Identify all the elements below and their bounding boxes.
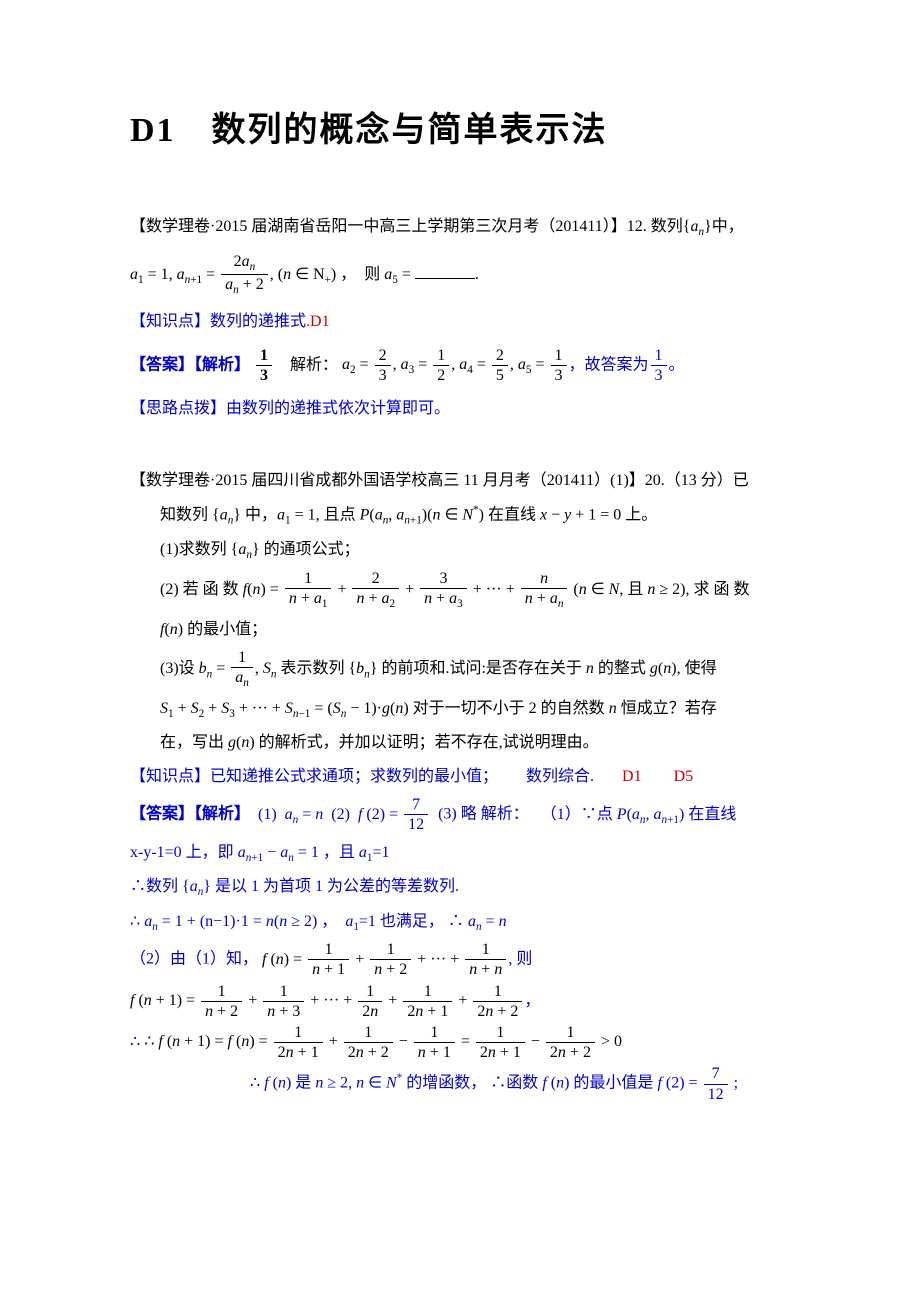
p2-ans-1: (1) an = n xyxy=(258,806,323,823)
p1-source-suffix: 中， xyxy=(712,218,744,235)
p1-hint: 【思路点拨】由数列的递推式依次计算即可。 xyxy=(130,393,800,425)
p2-sol-label: 解析： xyxy=(481,806,529,823)
p1-sol-tail-text: ，故答案为 xyxy=(569,356,649,373)
p2-knowledge-text: 已知递推公式求通项；求数列的最小值； xyxy=(210,768,498,785)
p2-knowledge: 【知识点】已知递推公式求通项；求数列的最小值； 数列综合. D1 D5 xyxy=(130,761,800,793)
p1-hint-text: 由数列的递推式依次计算即可。 xyxy=(226,400,450,417)
p2-source: 【数学理卷·2015 届四川省成都外国语学校高三 11 月月考（201411）(… xyxy=(130,465,800,497)
p1-formula: a1 = 1, an+1 = 2anan + 2, (n ∈ N+) ， 则 a… xyxy=(130,252,800,298)
p2-sol-2-line4: ∴ f (n) 是 n ≥ 2, n ∈ N* 的增函数， ∴函数 f (n) … xyxy=(130,1064,800,1103)
p1-knowledge-text: 数列的递推式 xyxy=(210,313,306,330)
p2-q2-line1: (2) 若 函 数 f(n) = 1n + a1 + 2n + a2 + 3n … xyxy=(130,569,800,612)
p2-sol-2-line1-formula: f (n) = 1n + 1 + 1n + 2 + ··· + 1n + n xyxy=(262,951,508,968)
p2-sol-2-line1-prefix: （2）由（1）知， xyxy=(130,951,258,968)
p2-sol-1-line4: ∴ an = 1 + (n−1)·1 = n(n ≥ 2) ， a1=1 也满足… xyxy=(130,906,800,939)
p2-answer: 【答案】【解析】 (1) an = n (2) f (2) = 712 (3) … xyxy=(130,795,800,834)
p1-sol-chain: a2 = 23, a3 = 12, a4 = 25, a5 = 13 xyxy=(342,356,569,373)
p1-sol-tail-frac: 13 xyxy=(649,356,669,373)
p1-source: 【数学理卷·2015 届湖南省岳阳一中高三上学期第三次月考（201411）】12… xyxy=(130,211,800,244)
p1-knowledge-label: 【知识点】 xyxy=(130,313,210,330)
p2-sol-1-line2: x-y-1=0 上，即 an+1 − an = 1 ，且 a1=1 xyxy=(130,837,800,870)
p2-sol-2-line2: f (n + 1) = 1n + 2 + 1n + 3 + ··· + 12n … xyxy=(130,982,800,1021)
p1-ans-value: 13 xyxy=(254,356,274,373)
p1-knowledge-code: .D1 xyxy=(306,313,330,330)
p1-knowledge: 【知识点】数列的递推式.D1 xyxy=(130,306,800,338)
p1-source-prefix: 【数学理卷·2015 届湖南省岳阳一中高三上学期第三次月考（201411）】12… xyxy=(130,218,683,235)
p2-sol-2-line1-tail: , 则 xyxy=(508,951,532,968)
p2-q1: (1)求数列 {an} 的通项公式； xyxy=(130,534,800,567)
p2-ans-2: (2) f (2) = 712 xyxy=(331,806,430,823)
p2-q3-line3: 在，写出 g(n) 的解析式，并加以证明；若不存在,试说明理由。 xyxy=(130,727,800,759)
p2-q3-line2: S1 + S2 + S3 + ··· + Sn−1 = (Sn − 1)·g(n… xyxy=(130,693,800,726)
p2-sol-2-line3-formula: ∴ f (n + 1) = f (n) = 12n + 1 + 12n + 2 … xyxy=(144,1033,622,1050)
p1-answer: 【答案】【解析】 13 解析： a2 = 23, a3 = 12, a4 = 2… xyxy=(130,346,800,385)
p2-given1: 知数列 {an} 中，a1 = 1, 且点 P(an, an+1)(n ∈ N*… xyxy=(130,499,800,532)
p2-knowledge-codes: D1 D5 xyxy=(622,768,693,785)
p2-q2-line2: f(n) 的最小值； xyxy=(130,614,800,646)
p1-ans-label: 【答案】【解析】 xyxy=(130,356,250,373)
p2-q3-line1: (3)设 bn = 1an, Sn 表示数列 {bn} 的前项和.试问:是否存在… xyxy=(130,648,800,691)
p1-sol-label: 解析： xyxy=(290,356,338,373)
p2-ans-label: 【答案】【解析】 xyxy=(130,806,250,823)
section-title: D1 数列的概念与简单表示法 xyxy=(130,100,800,161)
p2-sol-2-line2-formula: f (n + 1) = 1n + 2 + 1n + 3 + ··· + 12n … xyxy=(130,992,524,1009)
p2-sol-1-head: （1）∵点 P(an, an+1) 在直线 xyxy=(541,806,737,823)
p2-sol-2-line1: （2）由（1）知， f (n) = 1n + 1 + 1n + 2 + ··· … xyxy=(130,940,800,979)
p2-knowledge-text2: 数列综合. xyxy=(526,768,594,785)
p2-sol-2-line3: ∴ ∴ f (n + 1) = f (n) = 12n + 1 + 12n + … xyxy=(130,1023,800,1062)
p2-ans-3: (3) 略 xyxy=(438,806,477,823)
p1-hint-label: 【思路点拨】 xyxy=(130,400,226,417)
p2-sol-1-line3: ∴数列 {an} 是以 1 为首项 1 为公差的等差数列. xyxy=(130,871,800,904)
p2-knowledge-label: 【知识点】 xyxy=(130,768,210,785)
